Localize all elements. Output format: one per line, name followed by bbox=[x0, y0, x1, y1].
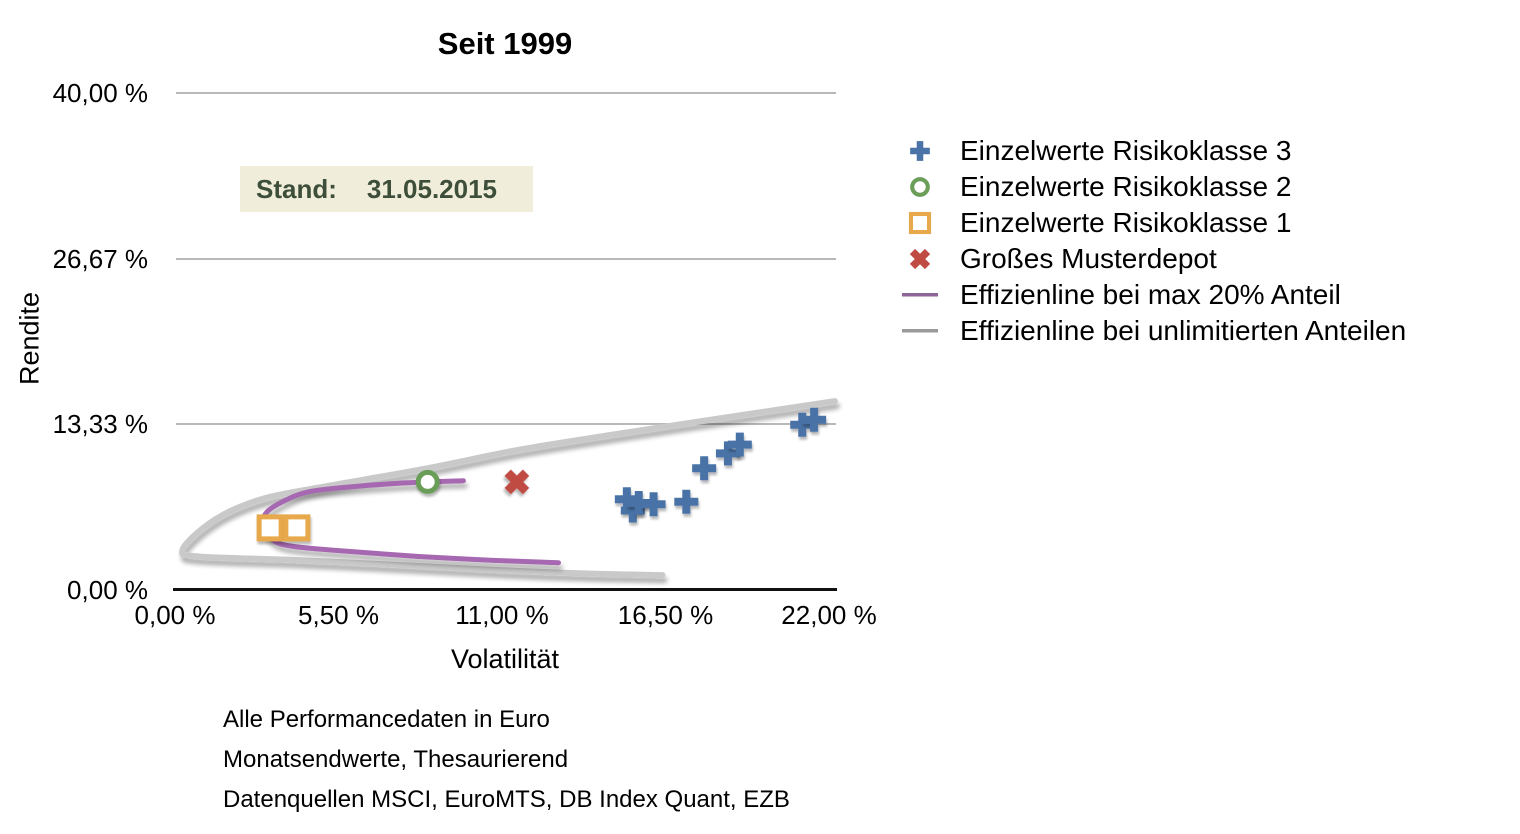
square-marker bbox=[256, 514, 284, 542]
plus-marker bbox=[626, 491, 651, 516]
legend-plus-swatch bbox=[910, 141, 930, 161]
plus-marker bbox=[802, 407, 827, 432]
plus-marker bbox=[790, 412, 815, 437]
x-marker bbox=[504, 469, 530, 495]
legend-item: Einzelwerte Risikoklasse 1 bbox=[898, 205, 1406, 241]
legend-x-swatch bbox=[909, 248, 931, 270]
as-of-date-badge: Stand: 31.05.2015 bbox=[240, 166, 533, 212]
plus-marker bbox=[641, 492, 666, 517]
y-tick-label: 26,67 % bbox=[52, 243, 148, 274]
legend-label: Effizienline bei unlimitierten Anteilen bbox=[960, 315, 1407, 346]
x-tick-label: 0,00 % bbox=[134, 600, 216, 630]
footnote-line: Datenquellen MSCI, EuroMTS, DB Index Qua… bbox=[223, 786, 790, 813]
legend-line-swatch bbox=[902, 329, 938, 333]
plus-marker bbox=[620, 498, 645, 523]
x-tick-label: 5,50 % bbox=[298, 600, 379, 630]
x-tick-label: 22,00 % bbox=[781, 600, 877, 630]
legend-label: Großes Musterdepot bbox=[960, 243, 1217, 274]
circle-marker bbox=[415, 469, 440, 494]
plus-marker bbox=[692, 456, 717, 481]
chart-title: Seit 1999 bbox=[437, 26, 573, 61]
plus-marker bbox=[674, 489, 699, 514]
legend-item: Einzelwerte Risikoklasse 2 bbox=[898, 169, 1406, 205]
gridline bbox=[176, 257, 836, 260]
x-tick-label: 11,00 % bbox=[455, 600, 549, 630]
legend-label: Einzelwerte Risikoklasse 3 bbox=[960, 135, 1292, 166]
frontier-curve bbox=[179, 398, 838, 579]
footnote-line: Alle Performancedaten in Euro bbox=[223, 706, 550, 733]
plus-marker bbox=[910, 141, 930, 161]
legend-line-swatch bbox=[902, 293, 938, 297]
y-tick-label: 40,00 % bbox=[52, 78, 148, 108]
legend-label: Einzelwerte Risikoklasse 1 bbox=[960, 207, 1292, 238]
y-tick-label: 0,00 % bbox=[67, 575, 148, 605]
plus-marker bbox=[727, 432, 752, 457]
square-marker bbox=[908, 211, 932, 235]
x-marker bbox=[909, 248, 931, 270]
legend: Einzelwerte Risikoklasse 3 Einzelwerte Ri… bbox=[898, 133, 1406, 349]
line-marker bbox=[902, 329, 938, 333]
footnotes: Alle Performancedaten in Euro Monatsendw… bbox=[223, 700, 790, 820]
legend-item: Einzelwerte Risikoklasse 3 bbox=[898, 133, 1406, 169]
line-marker bbox=[902, 293, 938, 297]
legend-label: Effizienline bei max 20% Anteil bbox=[960, 279, 1341, 310]
x-axis-title: Volatilität bbox=[450, 644, 560, 674]
as-of-date-value: 31.05.2015 bbox=[366, 173, 498, 204]
legend-circle-swatch bbox=[910, 177, 930, 197]
x-tick-label: 16,50 % bbox=[617, 600, 714, 630]
legend-square-swatch bbox=[908, 211, 932, 235]
footnote-line: Monatsendwerte, Thesaurierend bbox=[223, 746, 569, 773]
gridline bbox=[176, 423, 836, 426]
plus-marker bbox=[715, 441, 740, 466]
gridline bbox=[176, 92, 836, 94]
legend-item: Großes Musterdepot bbox=[898, 241, 1406, 277]
as-of-date-label: Stand: bbox=[256, 173, 337, 204]
data-point-markers bbox=[256, 407, 827, 542]
y-tick-label: 13,33 % bbox=[52, 409, 148, 440]
legend-item: Effizienline bei unlimitierten Anteilen bbox=[898, 313, 1406, 349]
legend-item: Effizienline bei max 20% Anteil bbox=[898, 277, 1406, 313]
legend-label: Einzelwerte Risikoklasse 2 bbox=[960, 171, 1292, 202]
square-marker bbox=[283, 514, 311, 542]
circle-marker bbox=[910, 177, 930, 197]
x-axis-line bbox=[173, 588, 837, 591]
